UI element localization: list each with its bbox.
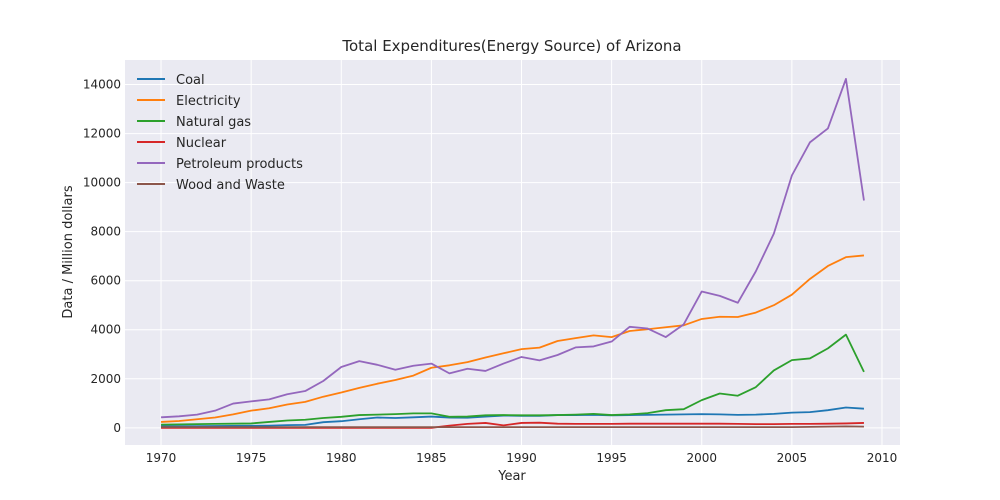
x-tick-labels: 1970 1975 1980 1985 1990 1995 2000 2005 2010 xyxy=(146,451,897,465)
series-line-natural-gas xyxy=(161,333,865,426)
y-tick-label: 6000 xyxy=(90,274,121,288)
y-tick-label: 14000 xyxy=(83,78,121,92)
legend-label-coal: Coal xyxy=(176,73,205,88)
series-line-electricity xyxy=(161,254,865,423)
x-tick-label: 1975 xyxy=(236,451,267,465)
x-tick-label: 1990 xyxy=(506,451,537,465)
y-tick-label: 12000 xyxy=(83,127,121,141)
grid-layer xyxy=(125,60,900,445)
y-tick-label: 10000 xyxy=(83,176,121,190)
x-tick-label: 2010 xyxy=(867,451,898,465)
x-axis-label: Year xyxy=(497,469,526,484)
x-tick-label: 1970 xyxy=(146,451,177,465)
series-line-wood-and-waste xyxy=(161,425,864,429)
y-tick-labels: 0 2000 4000 6000 8000 10000 12000 14000 xyxy=(83,78,121,435)
x-tick-label: 2000 xyxy=(686,451,717,465)
legend-label-natural-gas: Natural gas xyxy=(176,115,251,130)
legend-label-petroleum-products: Petroleum products xyxy=(176,157,303,172)
x-tick-label: 2005 xyxy=(777,451,808,465)
x-tick-label: 1980 xyxy=(326,451,357,465)
y-tick-label: 4000 xyxy=(90,323,121,337)
y-tick-label: 2000 xyxy=(90,372,121,386)
chart-title: Total Expenditures(Energy Source) of Ari… xyxy=(341,37,681,55)
series-layer xyxy=(161,77,865,429)
plot-area xyxy=(125,60,900,445)
y-axis-label: Data / Million dollars xyxy=(61,185,76,318)
x-tick-label: 1985 xyxy=(416,451,447,465)
legend: Coal Electricity Natural gas Nuclear Petrole… xyxy=(137,73,303,193)
y-tick-label: 0 xyxy=(113,421,121,435)
legend-label-electricity: Electricity xyxy=(176,94,241,109)
legend-label-wood-and-waste: Wood and Waste xyxy=(176,178,285,193)
y-tick-label: 8000 xyxy=(90,225,121,239)
x-tick-label: 1995 xyxy=(596,451,627,465)
legend-label-nuclear: Nuclear xyxy=(176,136,227,151)
series-line-petroleum-products xyxy=(161,77,865,419)
